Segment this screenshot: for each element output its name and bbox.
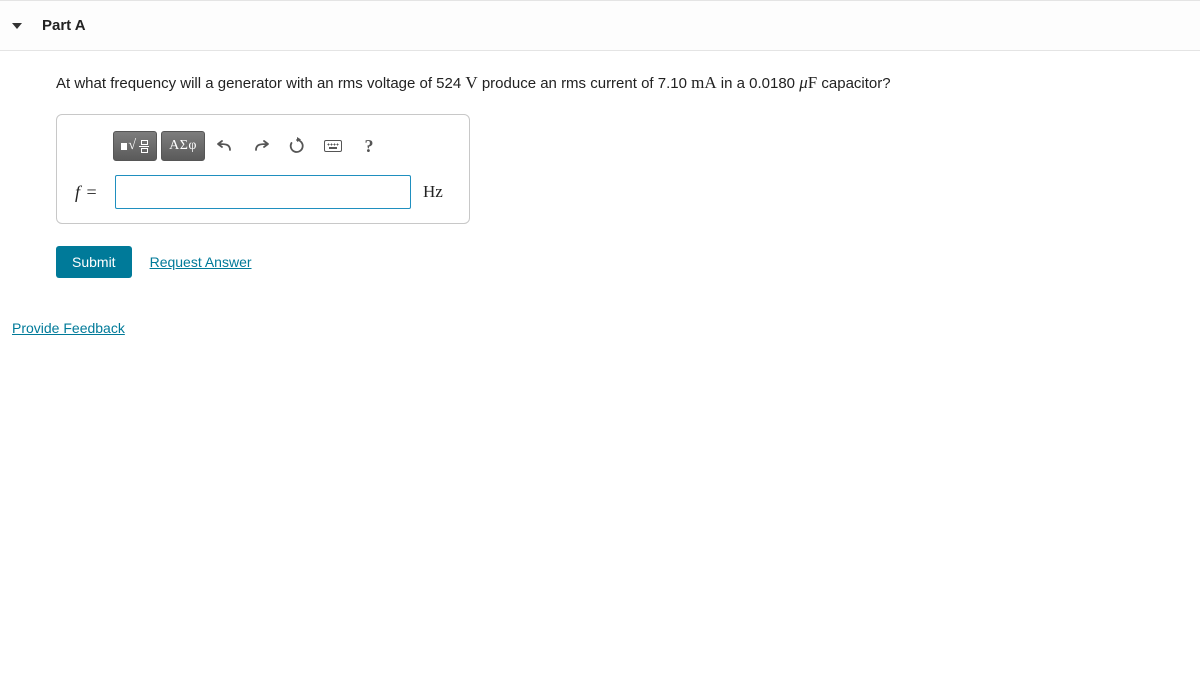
keyboard-icon (324, 140, 342, 152)
reset-icon (288, 137, 306, 155)
help-button[interactable]: ? (353, 131, 385, 161)
request-answer-link[interactable]: Request Answer (150, 254, 252, 270)
unit-f: F (808, 73, 817, 92)
undo-icon (216, 138, 234, 154)
redo-button[interactable] (245, 131, 277, 161)
submit-button[interactable]: Submit (56, 246, 132, 278)
chevron-down-icon (12, 23, 22, 29)
unit-v: V (465, 73, 477, 92)
answer-input[interactable] (115, 175, 411, 209)
question-post: capacitor? (817, 75, 890, 92)
keyboard-button[interactable] (317, 131, 349, 161)
part-content: At what frequency will a generator with … (0, 50, 1200, 302)
unit-label: Hz (423, 182, 443, 202)
unit-ma: mA (691, 73, 717, 92)
undo-button[interactable] (209, 131, 241, 161)
reset-button[interactable] (281, 131, 313, 161)
actions-row: Submit Request Answer (56, 246, 1144, 278)
redo-icon (252, 138, 270, 154)
question-pre: At what frequency will a generator with … (56, 75, 465, 92)
help-label: ? (365, 136, 374, 157)
greek-button[interactable]: ΑΣφ (161, 131, 205, 161)
answer-box: √ ΑΣφ ? f = Hz (56, 114, 470, 224)
question-mid2: in a 0.0180 (717, 75, 800, 92)
variable-label: f = (71, 182, 113, 203)
greek-label: ΑΣφ (169, 138, 197, 154)
question-mid1: produce an rms current of 7.10 (478, 75, 691, 92)
question-text: At what frequency will a generator with … (56, 69, 1144, 96)
equation-toolbar: √ ΑΣφ ? (57, 131, 469, 175)
input-row: f = Hz (57, 175, 469, 209)
templates-button[interactable]: √ (113, 131, 157, 161)
unit-mu: μ (799, 73, 808, 92)
templates-icon: √ (121, 137, 149, 155)
part-header[interactable]: Part A (0, 0, 1200, 50)
part-title: Part A (42, 17, 86, 34)
provide-feedback-link[interactable]: Provide Feedback (12, 320, 125, 336)
